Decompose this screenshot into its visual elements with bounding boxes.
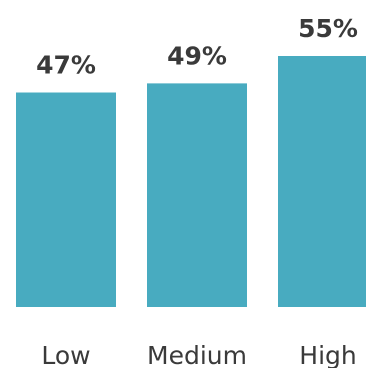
data-label-high: 55% bbox=[298, 14, 358, 43]
tick-label-low: Low bbox=[41, 341, 90, 368]
bar-high bbox=[278, 56, 366, 307]
tick-label-high: High bbox=[299, 341, 356, 368]
bars-group bbox=[16, 56, 366, 307]
data-labels-group: 47% 49% 55% bbox=[36, 14, 358, 80]
bar-low bbox=[16, 92, 116, 307]
category-labels-group: Low Medium High bbox=[41, 341, 356, 368]
data-label-low: 47% bbox=[36, 51, 96, 80]
data-label-medium: 49% bbox=[167, 41, 227, 70]
bar-medium bbox=[147, 83, 247, 307]
tick-label-medium: Medium bbox=[147, 341, 247, 368]
